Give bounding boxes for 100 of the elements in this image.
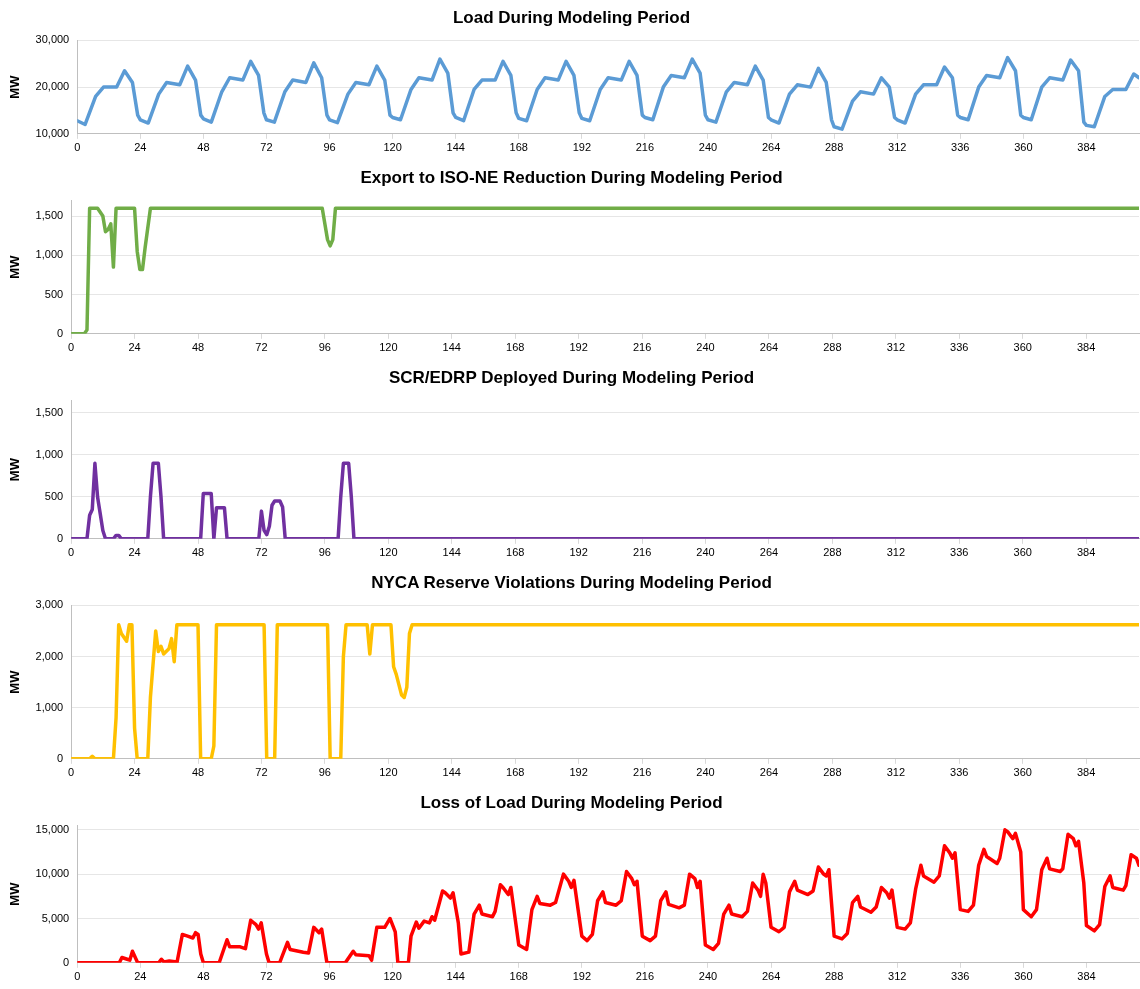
x-tick-label: 336 bbox=[950, 546, 969, 559]
y-tick-label: 2,000 bbox=[35, 649, 64, 662]
x-tick-label: 144 bbox=[442, 341, 461, 354]
x-tick-label: 360 bbox=[1013, 546, 1032, 559]
x-tick-label: 96 bbox=[323, 141, 336, 154]
x-tick-label: 72 bbox=[260, 970, 273, 983]
x-tick-label: 288 bbox=[823, 546, 842, 559]
x-tick-label: 72 bbox=[255, 766, 268, 779]
chart-title: SCR/EDRP Deployed During Modeling Period bbox=[388, 367, 755, 387]
x-tick-label: 72 bbox=[260, 141, 273, 154]
x-tick-label: 336 bbox=[951, 141, 970, 154]
x-tick-label: 384 bbox=[1076, 546, 1096, 559]
x-tick-label: 216 bbox=[632, 546, 652, 559]
x-tick-label: 312 bbox=[888, 970, 907, 983]
y-tick-label: 0 bbox=[63, 955, 70, 968]
x-tick-label: 48 bbox=[191, 341, 205, 354]
x-tick-label: 120 bbox=[379, 766, 398, 779]
x-tick-label: 384 bbox=[1077, 141, 1096, 154]
x-tick-label: 120 bbox=[383, 141, 402, 154]
x-tick-label: 240 bbox=[696, 766, 715, 779]
y-tick-label: 20,000 bbox=[35, 80, 70, 93]
x-tick-label: 288 bbox=[824, 141, 844, 154]
x-tick-label: 48 bbox=[197, 970, 210, 983]
x-tick-label: 168 bbox=[506, 546, 525, 559]
x-tick-label: 264 bbox=[761, 141, 781, 154]
x-tick-label: 264 bbox=[761, 970, 781, 983]
x-tick-label: 216 bbox=[632, 766, 652, 779]
y-tick-label: 0 bbox=[57, 751, 64, 764]
x-tick-label: 24 bbox=[128, 766, 141, 779]
x-tick-label: 48 bbox=[191, 546, 205, 559]
y-tick-label: 5,000 bbox=[41, 911, 70, 924]
x-tick-label: 48 bbox=[191, 766, 205, 779]
x-tick-label: 72 bbox=[255, 341, 268, 354]
x-tick-label: 360 bbox=[1014, 141, 1033, 154]
x-tick-label: 168 bbox=[506, 766, 525, 779]
x-tick-label: 312 bbox=[886, 766, 905, 779]
y-tick-label: 30,000 bbox=[35, 33, 70, 46]
y-tick-label: 500 bbox=[44, 287, 64, 300]
y-tick-label: 15,000 bbox=[35, 822, 70, 835]
chart-title: Loss of Load During Modeling Period bbox=[420, 792, 723, 812]
x-tick-label: 48 bbox=[197, 141, 210, 154]
x-tick-label: 216 bbox=[635, 141, 655, 154]
y-tick-label: 3,000 bbox=[35, 598, 64, 611]
x-tick-label: 288 bbox=[824, 970, 844, 983]
y-axis-title: MW bbox=[7, 669, 23, 694]
x-tick-label: 0 bbox=[74, 970, 81, 983]
x-tick-label: 360 bbox=[1013, 341, 1032, 354]
x-tick-label: 24 bbox=[134, 970, 147, 983]
x-tick-label: 240 bbox=[698, 141, 718, 154]
y-axis-title: MW bbox=[7, 457, 23, 482]
x-tick-label: 312 bbox=[888, 141, 907, 154]
x-tick-label: 168 bbox=[509, 970, 528, 983]
x-tick-label: 96 bbox=[318, 546, 331, 559]
x-tick-label: 120 bbox=[379, 546, 398, 559]
x-tick-label: 264 bbox=[759, 546, 779, 559]
x-tick-label: 144 bbox=[446, 970, 465, 983]
x-tick-label: 216 bbox=[635, 970, 655, 983]
x-tick-label: 264 bbox=[759, 341, 779, 354]
x-tick-label: 96 bbox=[318, 341, 331, 354]
y-tick-label: 1,500 bbox=[35, 406, 64, 419]
y-tick-label: 1,000 bbox=[35, 447, 64, 460]
y-axis-title: MW bbox=[7, 254, 23, 279]
chart-title: NYCA Reserve Violations During Modeling Period bbox=[371, 572, 772, 592]
x-tick-label: 192 bbox=[572, 970, 592, 983]
x-tick-label: 240 bbox=[696, 546, 715, 559]
y-axis-title: MW bbox=[7, 74, 23, 99]
x-tick-label: 144 bbox=[442, 546, 461, 559]
x-tick-label: 360 bbox=[1013, 766, 1032, 779]
y-tick-label: 0 bbox=[57, 326, 64, 339]
x-tick-label: 240 bbox=[698, 970, 718, 983]
x-tick-label: 384 bbox=[1076, 766, 1096, 779]
y-tick-label: 500 bbox=[44, 489, 64, 502]
x-tick-label: 24 bbox=[128, 546, 141, 559]
x-tick-label: 120 bbox=[383, 970, 402, 983]
y-tick-label: 10,000 bbox=[35, 126, 70, 139]
x-tick-label: 192 bbox=[572, 141, 592, 154]
x-tick-label: 168 bbox=[509, 141, 528, 154]
y-tick-label: 10,000 bbox=[35, 867, 70, 880]
x-tick-label: 96 bbox=[318, 766, 331, 779]
x-tick-label: 312 bbox=[886, 341, 905, 354]
x-tick-label: 384 bbox=[1077, 970, 1096, 983]
y-tick-label: 1,000 bbox=[35, 248, 64, 261]
x-tick-label: 336 bbox=[950, 766, 969, 779]
y-tick-label: 1,500 bbox=[35, 209, 64, 222]
x-tick-label: 96 bbox=[323, 970, 336, 983]
chart-title: Load During Modeling Period bbox=[452, 7, 691, 27]
chart-title: Export to ISO-NE Reduction During Modeling Period bbox=[360, 167, 783, 187]
x-tick-label: 384 bbox=[1076, 341, 1096, 354]
x-tick-label: 120 bbox=[379, 341, 398, 354]
x-tick-label: 144 bbox=[446, 141, 465, 154]
x-tick-label: 192 bbox=[569, 766, 588, 779]
x-tick-label: 360 bbox=[1014, 970, 1033, 983]
y-tick-label: 0 bbox=[57, 531, 64, 544]
x-tick-label: 72 bbox=[255, 546, 268, 559]
x-tick-label: 216 bbox=[632, 341, 652, 354]
x-tick-label: 336 bbox=[950, 341, 969, 354]
x-tick-label: 312 bbox=[886, 546, 905, 559]
x-tick-label: 192 bbox=[569, 341, 588, 354]
x-tick-label: 240 bbox=[696, 341, 715, 354]
y-tick-label: 1,000 bbox=[35, 700, 64, 713]
